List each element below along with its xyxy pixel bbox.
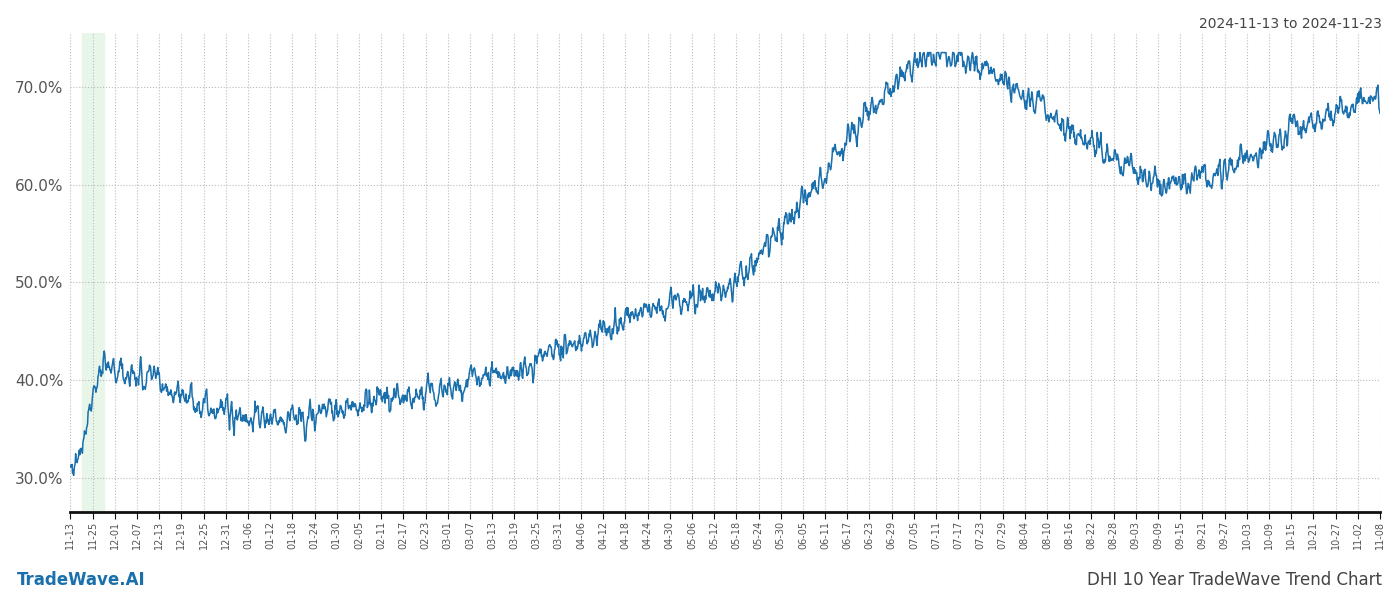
Text: TradeWave.AI: TradeWave.AI xyxy=(17,571,146,589)
Text: DHI 10 Year TradeWave Trend Chart: DHI 10 Year TradeWave Trend Chart xyxy=(1086,571,1382,589)
Text: 2024-11-13 to 2024-11-23: 2024-11-13 to 2024-11-23 xyxy=(1198,17,1382,31)
Bar xyxy=(81,33,104,512)
